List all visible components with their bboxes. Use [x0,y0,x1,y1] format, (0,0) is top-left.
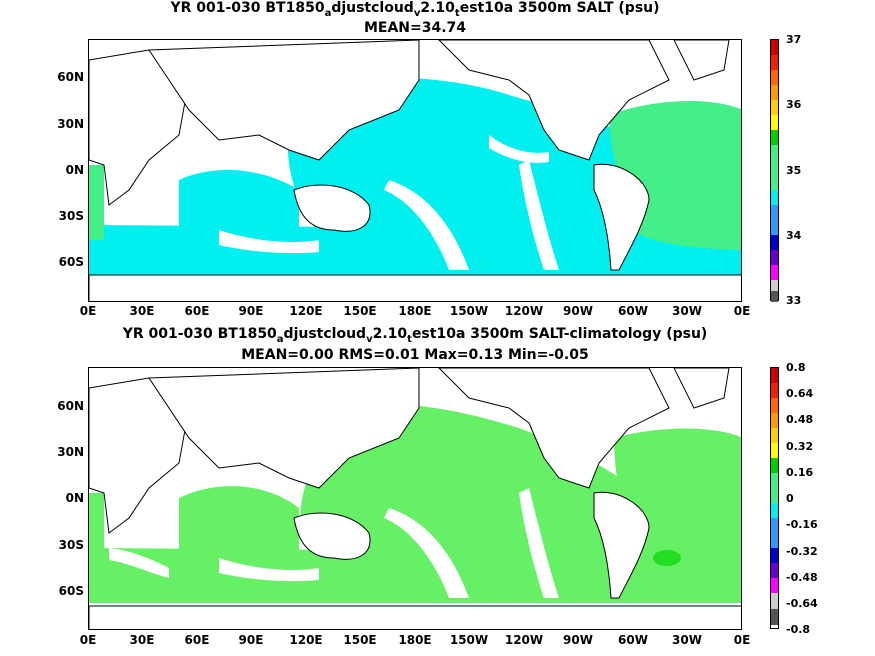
bottom-lon-label: 0E [79,633,97,647]
top-lon-label: 60W [618,304,648,318]
bottom-lon-label: 60W [618,633,648,647]
top-lat-label: 60N [57,70,84,84]
bottom-lon-label: 90E [238,633,264,647]
bottom-colorbar-label: 0.64 [786,387,814,400]
top-lon-label: 0E [733,304,751,318]
bottom-lon-label: 150E [343,633,377,647]
bottom-colorbar-label: -0.64 [786,597,818,610]
bottom-lat-label: 60N [57,399,84,413]
top-colorbar-label: 37 [786,33,802,46]
bottom-map [88,367,742,630]
bottom-lon-label: 150W [449,633,489,647]
bottom-map-graphic [89,368,741,629]
bottom-colorbar-label: -0.8 [786,623,811,636]
bottom-stats: MEAN=0.00 RMS=0.01 Max=0.13 Min=-0.05 [241,347,589,363]
top-title: YR 001-030 BT1850adjustcloudv2.10test10a… [170,0,660,19]
top-colorbar-label: 35 [786,164,802,177]
bottom-lon-label: 120W [504,633,544,647]
bottom-lon-label: 30W [672,633,702,647]
top-colorbar-label: 33 [786,294,802,307]
bottom-colorbar-label: -0.48 [786,571,818,584]
top-lon-label: 150W [449,304,489,318]
bottom-colorbar-label: 0.8 [786,361,806,374]
top-lon-label: 90W [563,304,593,318]
top-lon-label: 30E [129,304,155,318]
top-lon-label: 120W [504,304,544,318]
bottom-lat-label: 60S [58,584,84,598]
bottom-lat-label: 0N [65,491,84,505]
top-stats: MEAN=34.74 [363,20,467,36]
top-lon-label: 150E [343,304,377,318]
bottom-lon-label: 120E [289,633,323,647]
top-lat-label: 30N [57,117,84,131]
bottom-lon-label: 90W [563,633,593,647]
bottom-lat-label: 30N [57,445,84,459]
top-map [88,39,742,302]
top-lat-label: 30S [58,209,84,223]
top-colorbar-label: 36 [786,98,802,111]
bottom-colorbar-label: 0 [786,492,794,505]
top-lon-label: 90E [238,304,264,318]
bottom-colorbar-label: 0.16 [786,466,814,479]
top-lon-label: 30W [672,304,702,318]
top-lon-label: 180E [398,304,432,318]
top-lat-label: 60S [58,255,84,269]
bottom-lon-label: 0E [733,633,751,647]
bottom-lon-label: 180E [398,633,432,647]
bottom-lon-label: 60E [184,633,210,647]
bottom-lon-label: 30E [129,633,155,647]
bottom-lat-label: 30S [58,538,84,552]
top-colorbar-label: 34 [786,229,802,242]
top-map-graphic [89,40,741,301]
top-lon-label: 120E [289,304,323,318]
bottom-colorbar-label: 0.48 [786,413,814,426]
bottom-colorbar [770,367,779,629]
top-lon-label: 0E [79,304,97,318]
bottom-title: YR 001-030 BT1850adjustcloudv2.10test10a… [122,326,708,345]
top-lon-label: 60E [184,304,210,318]
top-lat-label: 0N [65,163,84,177]
top-colorbar [770,39,779,302]
bottom-colorbar-label: 0.32 [786,440,814,453]
bottom-colorbar-label: -0.16 [786,518,818,531]
bottom-colorbar-label: -0.32 [786,545,818,558]
